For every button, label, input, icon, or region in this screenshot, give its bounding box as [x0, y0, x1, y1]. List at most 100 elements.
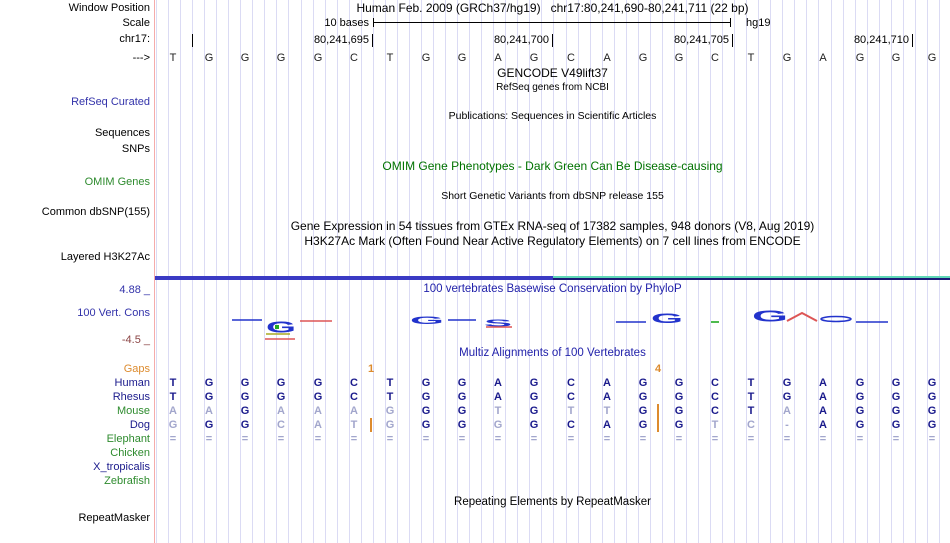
track-label--[interactable]: ---> — [132, 52, 150, 64]
track-label-repeatmasker[interactable]: RepeatMasker — [78, 512, 150, 524]
grid-line — [168, 0, 169, 543]
species-label-mouse[interactable]: Mouse — [116, 405, 150, 417]
align-base: = — [711, 433, 719, 445]
align-base: T — [747, 405, 755, 417]
grid-line — [288, 0, 289, 543]
species-label-zebrafish[interactable]: Zebrafish — [104, 475, 150, 487]
track-label-snps[interactable]: SNPs — [121, 143, 150, 155]
align-base: A — [603, 391, 611, 403]
align-base: G — [529, 419, 539, 431]
grid-line — [650, 0, 651, 543]
align-base: T — [747, 377, 755, 389]
track-label-common-dbsnp-155-[interactable]: Common dbSNP(155) — [41, 206, 150, 218]
species-label-x_tropicalis[interactable]: X_tropicalis — [93, 461, 150, 473]
align-base: A — [783, 405, 791, 417]
sequence-base: G — [782, 52, 792, 64]
track-label-sequences[interactable]: Sequences — [94, 127, 150, 139]
align-base: = — [747, 433, 755, 445]
track-center-title[interactable]: Multiz Alignments of 100 Vertebrates — [459, 347, 646, 359]
track-left-edge-line — [154, 0, 155, 543]
sequence-base: C — [350, 52, 358, 64]
track-center-title[interactable]: Repeating Elements by RepeatMasker — [454, 496, 651, 508]
conservation-mark: S — [484, 318, 512, 329]
species-label-rhesus[interactable]: Rhesus — [112, 391, 150, 403]
grid-line — [710, 0, 711, 543]
align-base: = — [314, 433, 322, 445]
grid-line — [481, 0, 482, 543]
track-center-title[interactable]: RefSeq genes from NCBI — [496, 82, 609, 93]
grid-line — [927, 0, 928, 543]
scale-bar-left-tick — [373, 18, 374, 27]
grid-line — [782, 0, 783, 543]
track-label-layered-h3k27ac[interactable]: Layered H3K27Ac — [60, 251, 150, 263]
grid-line — [216, 0, 217, 543]
align-base: A — [819, 377, 827, 389]
conservation-mark: G — [410, 314, 444, 327]
align-base: A — [314, 405, 322, 417]
grid-line — [638, 0, 639, 543]
align-base: G — [638, 405, 648, 417]
grid-line — [662, 0, 663, 543]
track-label-scale: Scale — [122, 17, 150, 29]
align-base: = — [169, 433, 177, 445]
align-base: G — [529, 391, 539, 403]
align-base: T — [603, 405, 611, 417]
h3k27ac-signal-bar-right-bottom — [553, 278, 950, 280]
align-base: G — [385, 405, 395, 417]
ruler-tick — [912, 34, 913, 47]
align-base: C — [711, 405, 719, 417]
track-center-title[interactable]: OMIM Gene Phenotypes - Dark Green Can Be… — [382, 159, 723, 173]
track-center-title[interactable]: 100 vertebrates Basewise Conservation by… — [423, 283, 682, 295]
grid-line — [192, 0, 193, 543]
species-label-dog[interactable]: Dog — [129, 419, 150, 431]
align-base: A — [169, 405, 177, 417]
align-base: G — [240, 405, 250, 417]
grid-line — [855, 0, 856, 543]
align-base: C — [567, 419, 575, 431]
conservation-mark — [786, 311, 818, 322]
ruler-tick — [552, 34, 553, 47]
grid-line — [240, 0, 241, 543]
align-base: G — [855, 405, 865, 417]
track-center-title[interactable]: H3K27Ac Mark (Often Found Near Active Re… — [304, 234, 801, 248]
align-base: G — [891, 419, 901, 431]
grid-line — [879, 0, 880, 543]
align-base: A — [603, 377, 611, 389]
track-center-title[interactable]: Publications: Sequences in Scientific Ar… — [448, 110, 657, 122]
conservation-mark: G — [651, 310, 683, 326]
align-base: = — [277, 433, 285, 445]
track-center-title[interactable]: Short Genetic Variants from dbSNP releas… — [441, 190, 664, 202]
genome-assembly-label: hg19 — [746, 17, 771, 29]
align-base: G — [313, 377, 323, 389]
species-label-chicken[interactable]: Chicken — [110, 447, 150, 459]
align-base: G — [276, 377, 286, 389]
grid-line — [758, 0, 759, 543]
align-base: C — [711, 377, 719, 389]
h3k27ac-signal-bar-left — [155, 276, 553, 280]
grid-line — [313, 0, 314, 543]
species-label-elephant[interactable]: Elephant — [106, 433, 150, 445]
sequence-base: G — [421, 52, 431, 64]
track-center-title[interactable]: GENCODE V49lift37 — [497, 66, 608, 80]
grid-line — [373, 0, 374, 543]
align-base: A — [494, 391, 502, 403]
align-base: - — [785, 419, 789, 431]
align-base: G — [421, 377, 431, 389]
align-base: A — [314, 419, 322, 431]
track-center-title[interactable]: Gene Expression in 54 tissues from GTEx … — [290, 219, 815, 233]
align-base: C — [277, 419, 285, 431]
species-label-human[interactable]: Human — [114, 377, 150, 389]
sequence-base: G — [276, 52, 286, 64]
align-base: T — [567, 405, 575, 417]
track-label-refseq-curated[interactable]: RefSeq Curated — [71, 96, 150, 108]
gap-count-label: 1 — [367, 363, 375, 375]
sequence-base: A — [603, 52, 611, 64]
align-base: G — [204, 391, 214, 403]
track-label-100-vert-cons[interactable]: 100 Vert. Cons — [77, 307, 150, 319]
gap-count-label: 4 — [654, 363, 662, 375]
sequence-base: T — [386, 52, 394, 64]
species-label-gaps[interactable]: Gaps — [123, 363, 150, 375]
track-label-omim-genes[interactable]: OMIM Genes — [84, 176, 150, 188]
align-base: A — [603, 419, 611, 431]
